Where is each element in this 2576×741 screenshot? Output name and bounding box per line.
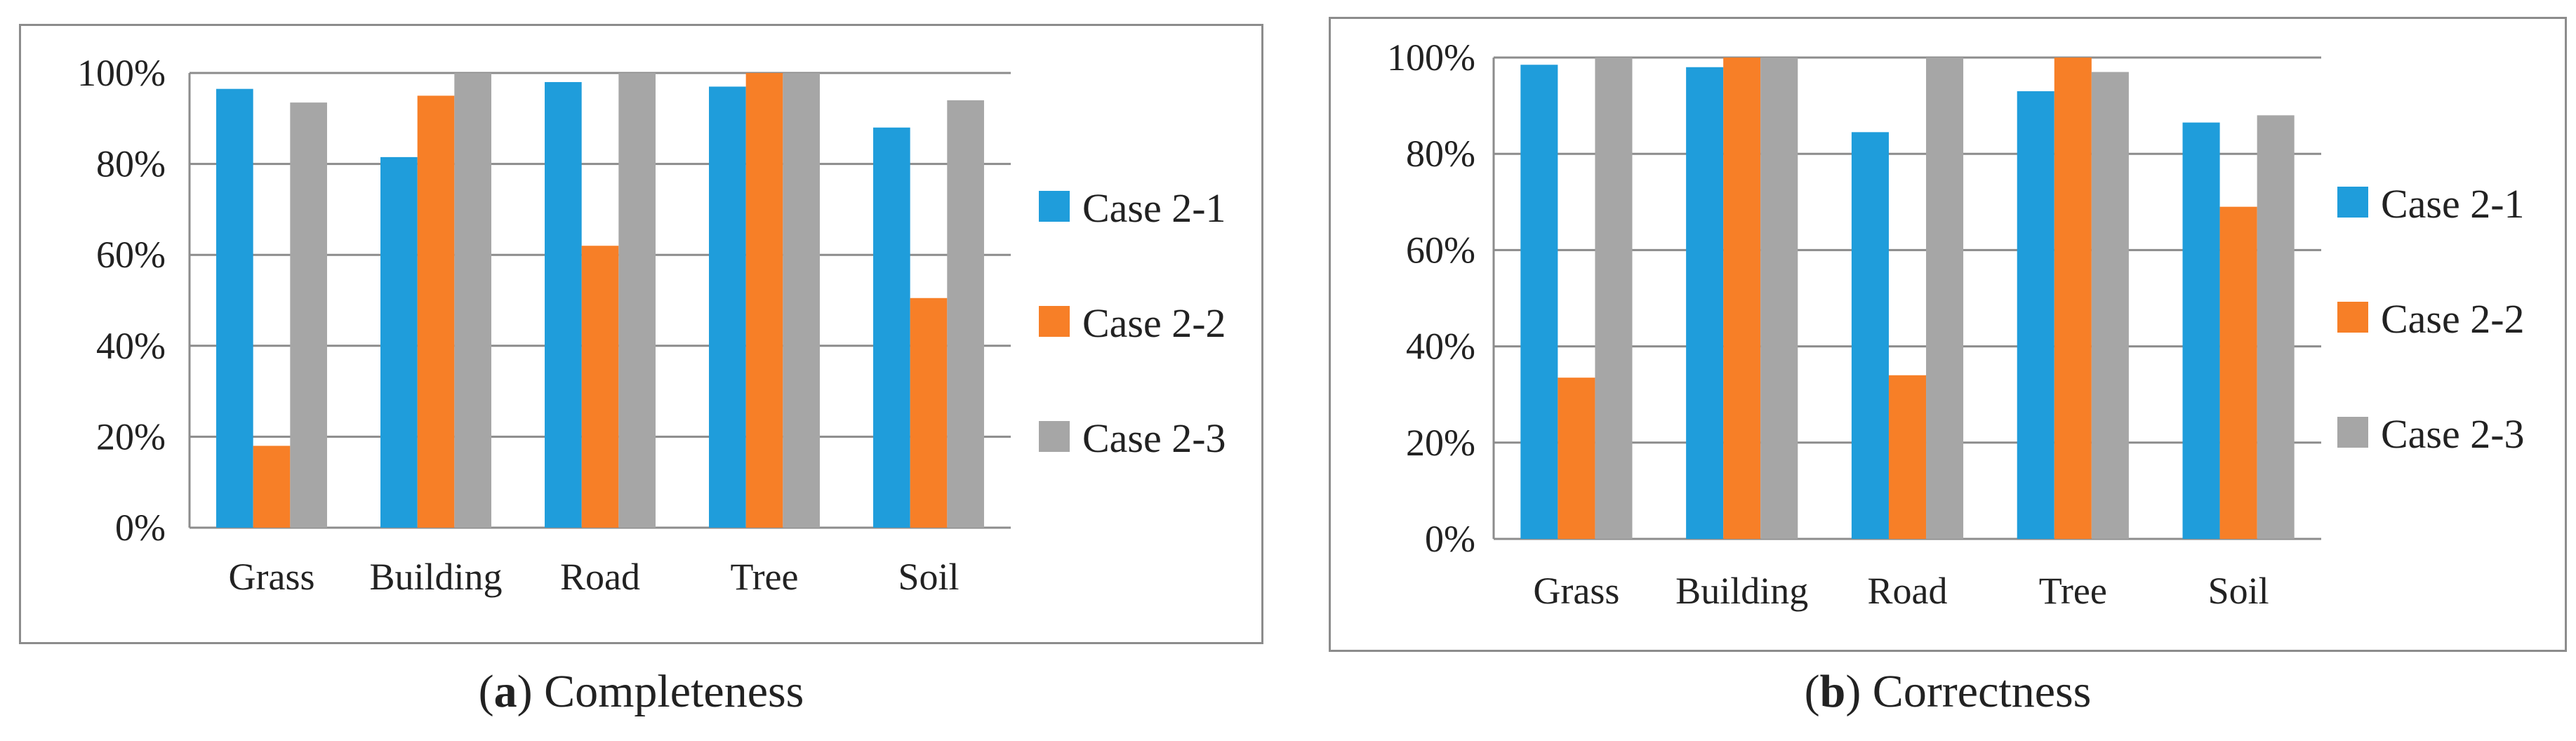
bar-grass-case-2-2 — [253, 446, 291, 528]
bar-soil-case-2-1 — [873, 127, 910, 528]
y-tick-label: 40% — [96, 325, 166, 367]
bar-building-case-2-1 — [1686, 67, 1724, 540]
bar-building-case-2-3 — [454, 73, 491, 528]
bar-soil-case-2-2 — [2219, 206, 2257, 539]
legend-label: Case 2-1 — [1082, 185, 1226, 231]
x-tick-label-soil: Soil — [898, 556, 959, 598]
bar-grass-case-2-3 — [290, 102, 327, 528]
bar-grass-case-2-3 — [1595, 58, 1633, 539]
bar-soil-case-2-3 — [947, 100, 984, 528]
y-tick-label: 60% — [1406, 229, 1475, 271]
legend-label: Case 2-3 — [2381, 411, 2525, 457]
bar-soil-case-2-2 — [910, 298, 948, 528]
caption-letter: a — [493, 666, 517, 717]
legend-swatch — [2337, 302, 2368, 333]
bar-building-case-2-2 — [417, 95, 455, 528]
x-tick-label-building: Building — [1675, 570, 1808, 612]
bar-road-case-2-3 — [1926, 58, 1964, 539]
legend-swatch — [1039, 191, 1070, 222]
bar-grass-case-2-1 — [216, 88, 253, 528]
bar-grass-case-2-2 — [1558, 378, 1595, 539]
bar-soil-case-2-1 — [2182, 122, 2220, 540]
y-tick-label: 100% — [77, 52, 166, 94]
y-tick-label: 0% — [115, 507, 166, 549]
x-tick-label-tree: Tree — [730, 556, 798, 598]
legend-swatch — [1039, 421, 1070, 452]
y-tick-label: 80% — [96, 143, 166, 185]
bar-road-case-2-2 — [1888, 375, 1927, 539]
y-tick-label: 80% — [1406, 133, 1475, 175]
bar-soil-case-2-3 — [2257, 115, 2295, 539]
y-tick-label: 0% — [1425, 518, 1475, 560]
x-tick-label-soil: Soil — [2208, 570, 2269, 612]
legend-swatch — [2337, 187, 2368, 218]
x-tick-label-road: Road — [560, 556, 640, 598]
y-tick-label: 60% — [96, 234, 166, 276]
y-tick-label: 100% — [1387, 36, 1475, 79]
caption-correctness: (b) Correctness — [1804, 666, 2092, 717]
bar-road-case-2-1 — [545, 81, 582, 528]
y-tick-label: 40% — [1406, 326, 1475, 368]
bar-building-case-2-2 — [1723, 58, 1761, 539]
bar-tree-case-2-1 — [709, 86, 746, 528]
x-tick-label-road: Road — [1868, 570, 1948, 612]
x-tick-label-grass: Grass — [1533, 570, 1619, 612]
legend-label: Case 2-2 — [2381, 296, 2525, 342]
legend-label: Case 2-3 — [1082, 415, 1226, 461]
bar-tree-case-2-2 — [2054, 58, 2092, 539]
bar-building-case-2-1 — [380, 156, 418, 528]
bar-road-case-2-2 — [581, 246, 619, 528]
caption-title: Correctness — [1861, 666, 2092, 717]
x-tick-label-tree: Tree — [2039, 570, 2107, 612]
caption-letter: b — [1819, 666, 1846, 717]
bar-grass-case-2-1 — [1520, 65, 1558, 540]
bar-tree-case-2-2 — [745, 73, 783, 528]
bar-tree-case-2-3 — [783, 73, 820, 528]
y-tick-label: 20% — [1406, 422, 1475, 464]
bar-tree-case-2-3 — [2091, 72, 2129, 539]
legend-label: Case 2-1 — [2381, 181, 2525, 227]
y-tick-label: 20% — [96, 415, 166, 458]
legend-swatch — [2337, 417, 2368, 448]
legend-swatch — [1039, 306, 1070, 337]
x-tick-label-grass: Grass — [229, 556, 315, 598]
bar-road-case-2-1 — [1851, 132, 1889, 539]
legend-label: Case 2-2 — [1082, 300, 1226, 346]
bar-road-case-2-3 — [618, 73, 656, 528]
caption-completeness: (a) Completeness — [478, 666, 804, 717]
bar-building-case-2-3 — [1760, 58, 1798, 539]
x-tick-label-building: Building — [369, 556, 502, 598]
bar-tree-case-2-1 — [2017, 91, 2054, 539]
caption-title: Completeness — [532, 666, 804, 717]
